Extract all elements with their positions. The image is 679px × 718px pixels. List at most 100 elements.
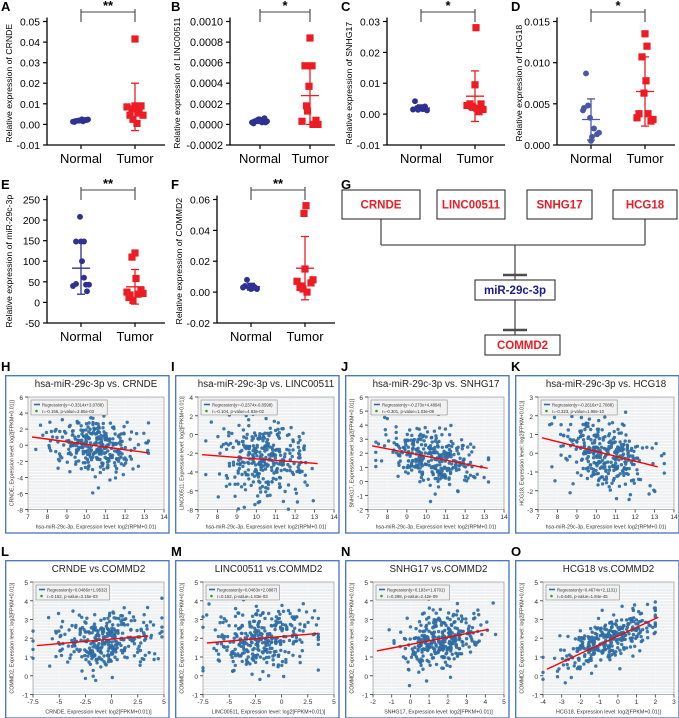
svg-text:-3: -3 [559, 699, 565, 706]
svg-text:0.04: 0.04 [20, 38, 40, 49]
svg-text:-1: -1 [527, 470, 533, 477]
svg-text:-2: -2 [17, 459, 23, 466]
svg-text:0.02: 0.02 [190, 257, 210, 268]
svg-text:*: * [282, 0, 288, 13]
svg-text:r=0.298, p-value=2.42e-09: r=0.298, p-value=2.42e-09 [387, 594, 438, 599]
svg-text:**: ** [103, 0, 114, 13]
svg-text:miR-29c-3p: miR-29c-3p [484, 285, 546, 297]
svg-text:100: 100 [23, 257, 40, 268]
svg-text:50: 50 [29, 278, 41, 289]
svg-text:-4: -4 [540, 699, 546, 706]
svg-text:2: 2 [529, 414, 533, 421]
svg-text:0: 0 [189, 433, 193, 440]
svg-text:COMMD2, Expression level: log2: COMMD2, Expression level: log2[FPKM+0.01… [350, 582, 356, 693]
svg-text:COMMD2, Expression level: log2: COMMD2, Expression level: log2[FPKM+0.01… [180, 582, 186, 693]
svg-text:5: 5 [534, 580, 538, 587]
svg-text:Relative expression of COMMD2: Relative expression of COMMD2 [174, 198, 184, 325]
svg-text:Normal: Normal [60, 151, 102, 166]
svg-text:-7.5: -7.5 [27, 699, 39, 706]
svg-text:LINC00511 vs.COMMD2: LINC00511 vs.COMMD2 [215, 564, 323, 575]
svg-text:0.0002: 0.0002 [190, 99, 223, 111]
svg-text:HCG18 vs.COMMD2: HCG18 vs.COMMD2 [563, 564, 654, 575]
svg-text:2: 2 [359, 451, 363, 458]
svg-text:8: 8 [556, 514, 560, 521]
svg-text:0.0010: 0.0010 [190, 17, 223, 29]
svg-text:CRNDE: CRNDE [361, 200, 402, 212]
svg-text:-1: -1 [357, 493, 363, 500]
svg-text:Regression(y=-0.2616x+2.7088): Regression(y=-0.2616x+2.7088) [552, 402, 614, 407]
svg-text:1: 1 [534, 655, 538, 662]
svg-text:r=-0.323, p-value=1.98e-10: r=-0.323, p-value=1.98e-10 [552, 409, 605, 414]
svg-text:3: 3 [194, 618, 198, 625]
svg-text:-2: -2 [370, 699, 376, 706]
svg-text:r=-0.301, p-value=1.03e-09: r=-0.301, p-value=1.03e-09 [382, 409, 435, 414]
svg-text:2: 2 [194, 636, 198, 643]
svg-text:12: 12 [121, 514, 129, 521]
svg-text:hsa-miR-29c-3p, Expression lev: hsa-miR-29c-3p, Expression level: log2(R… [206, 525, 327, 531]
svg-text:-8: -8 [17, 508, 23, 515]
svg-text:5: 5 [24, 580, 28, 587]
svg-text:7: 7 [196, 514, 200, 521]
svg-text:0: 0 [194, 674, 198, 681]
svg-text:1: 1 [24, 655, 28, 662]
svg-text:Tumor: Tumor [626, 151, 664, 166]
svg-text:5: 5 [332, 699, 336, 706]
svg-text:6: 6 [19, 395, 23, 402]
svg-text:0: 0 [19, 443, 23, 450]
svg-text:3: 3 [465, 699, 469, 706]
svg-text:5: 5 [162, 699, 166, 706]
svg-text:Relative expression of SNHG17: Relative expression of SNHG17 [344, 22, 354, 145]
svg-text:-1: -1 [596, 699, 602, 706]
svg-text:3: 3 [24, 618, 28, 625]
svg-text:0.05: 0.05 [20, 18, 40, 29]
svg-text:0: 0 [280, 699, 284, 706]
svg-text:3: 3 [364, 618, 368, 625]
svg-text:*: * [615, 0, 621, 13]
svg-text:5: 5 [359, 409, 363, 416]
svg-text:Normal: Normal [570, 151, 612, 166]
svg-text:1: 1 [359, 465, 363, 472]
svg-text:8: 8 [46, 514, 50, 521]
svg-text:5: 5 [502, 699, 506, 706]
svg-text:-6: -6 [17, 491, 23, 498]
svg-text:0: 0 [409, 699, 413, 706]
svg-text:10: 10 [593, 514, 601, 521]
svg-text:hsa-miR-29c-3p vs. LINC00511: hsa-miR-29c-3p vs. LINC00511 [198, 379, 335, 390]
svg-text:**: ** [273, 178, 284, 191]
svg-text:SNHG17, Expression level: log2: SNHG17, Expression level: log2[FPKM+0.01… [384, 710, 493, 716]
svg-text:Relative expression of CRNDE: Relative expression of CRNDE [4, 24, 14, 143]
svg-text:-6: -6 [187, 489, 193, 496]
svg-text:Relative expression of LINC005: Relative expression of LINC00511 [172, 17, 182, 148]
svg-text:2: 2 [189, 414, 193, 421]
svg-text:0.02: 0.02 [20, 79, 40, 90]
svg-text:Regression(y=0.0483x+2.0887): Regression(y=0.0483x+2.0887) [217, 587, 278, 592]
svg-text:hsa-miR-29c-3p, Expression lev: hsa-miR-29c-3p, Expression level: log2(R… [376, 525, 497, 531]
svg-text:0: 0 [24, 674, 28, 681]
svg-text:SNHG17: SNHG17 [536, 200, 582, 212]
svg-text:COMMD2: COMMD2 [497, 340, 548, 352]
svg-text:0.0000: 0.0000 [190, 119, 223, 131]
svg-text:r=-0.156, p-value=2.85e-03: r=-0.156, p-value=2.85e-03 [42, 409, 95, 414]
svg-text:-0.02: -0.02 [187, 319, 211, 330]
svg-text:-2: -2 [577, 699, 583, 706]
svg-text:CRNDE vs.COMMD2: CRNDE vs.COMMD2 [52, 564, 146, 575]
svg-text:1: 1 [635, 699, 639, 706]
svg-text:Regression(y=-0.3314x+3.0788): Regression(y=-0.3314x+3.0788) [42, 402, 104, 407]
svg-text:4: 4 [359, 423, 363, 430]
svg-text:10: 10 [423, 514, 431, 521]
svg-text:*: * [445, 0, 451, 13]
svg-text:2: 2 [653, 699, 657, 706]
svg-text:13: 13 [651, 514, 659, 521]
svg-text:-2.5: -2.5 [80, 699, 92, 706]
svg-text:Tumor: Tumor [456, 151, 494, 166]
svg-text:2: 2 [446, 699, 450, 706]
svg-text:-1: -1 [22, 693, 28, 700]
svg-text:2: 2 [19, 427, 23, 434]
svg-text:Relative expression of miR-29c: Relative expression of miR-29c-3p [4, 195, 14, 328]
svg-text:-1: -1 [362, 693, 368, 700]
svg-text:SNHG17 vs.COMMD2: SNHG17 vs.COMMD2 [390, 564, 488, 575]
svg-text:2: 2 [534, 636, 538, 643]
svg-text:LINC00511, Expression level: l: LINC00511, Expression level: log2[FPKM+0… [212, 710, 326, 716]
svg-text:0.06: 0.06 [190, 196, 210, 207]
svg-text:hsa-miR-29c-3p vs. CRNDE: hsa-miR-29c-3p vs. CRNDE [35, 379, 158, 390]
